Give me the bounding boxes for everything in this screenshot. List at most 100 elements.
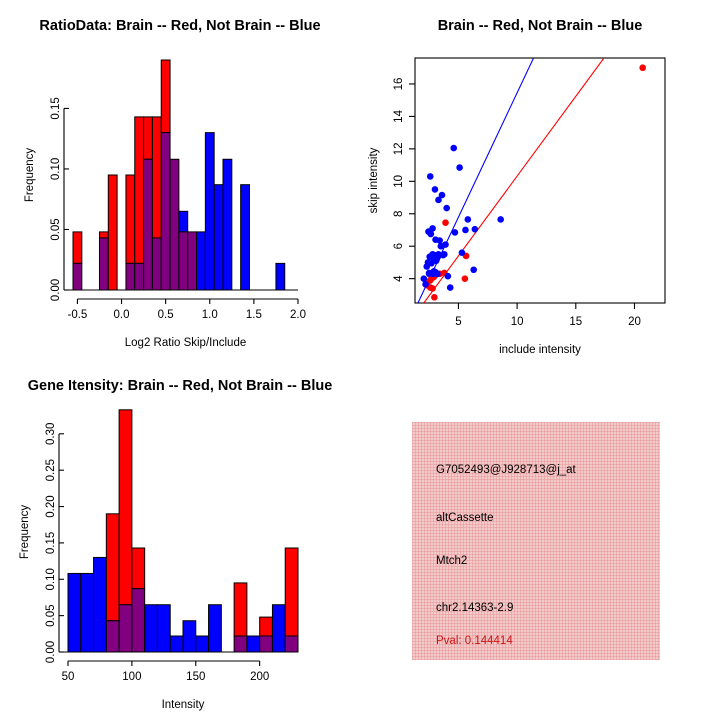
y-tick-label: 4 bbox=[393, 275, 405, 282]
x-axis-label: Log2 Ratio Skip/Include bbox=[125, 337, 246, 349]
histogram-bar bbox=[105, 513, 120, 622]
histogram-bar bbox=[178, 210, 189, 233]
y-tick-label: 6 bbox=[393, 243, 405, 249]
x-tick-label: 5 bbox=[455, 316, 461, 328]
y-tick-label: 10 bbox=[393, 175, 405, 188]
info-locus: chr2.14363-2.9 bbox=[436, 602, 514, 614]
x-tick-label: 1.5 bbox=[246, 309, 262, 321]
x-tick-label: 200 bbox=[250, 671, 269, 683]
histogram-bar-overlap bbox=[131, 588, 146, 653]
scatter-point bbox=[427, 230, 435, 238]
plot-box bbox=[414, 57, 666, 304]
scatter-point bbox=[420, 275, 428, 282]
scatter-point bbox=[446, 284, 454, 291]
histogram-bar bbox=[204, 132, 215, 291]
histogram-bar-overlap bbox=[160, 132, 171, 291]
histogram-bar bbox=[67, 572, 82, 653]
y-axis-label: Frequency bbox=[24, 148, 36, 203]
scatter-point bbox=[461, 275, 469, 282]
scatter-point bbox=[434, 270, 441, 278]
panel-ratio-histogram: RatioData: Brain -- Red, Not Brain -- Bl… bbox=[0, 0, 360, 360]
axes: 0.00 0.05 0.10 0.15 0.20 0.25 0.30 50 100 150 200 bbox=[45, 423, 298, 683]
histogram-bar-overlap bbox=[178, 231, 189, 291]
scatter-point bbox=[426, 173, 434, 180]
y-tick-label: 0.00 bbox=[50, 279, 62, 301]
histogram-bar-overlap bbox=[98, 237, 109, 291]
x-tick-label: 0.5 bbox=[158, 309, 174, 321]
scatter-point bbox=[451, 229, 459, 236]
scatter-point bbox=[441, 251, 448, 258]
y-axis-label: skip intensity bbox=[368, 147, 380, 213]
y-tick-label: 16 bbox=[393, 78, 405, 91]
histogram-bar-overlap bbox=[125, 262, 136, 291]
scatter-panel-title: Brain -- Red, Not Brain -- Blue bbox=[437, 18, 643, 34]
scatter-point bbox=[429, 285, 436, 292]
histogram-bar-overlap bbox=[169, 158, 180, 291]
histogram-bar bbox=[143, 116, 153, 160]
histogram-bar bbox=[156, 604, 171, 653]
y-tick-label: 0.10 bbox=[50, 158, 62, 180]
histogram-bar bbox=[169, 635, 184, 653]
histogram-bar bbox=[195, 635, 210, 653]
y-tick-label: 12 bbox=[393, 142, 405, 155]
histogram-bar-overlap bbox=[143, 158, 153, 291]
y-tick-label: 0.25 bbox=[45, 459, 57, 481]
panel-intensity-scatter: Brain -- Red, Not Brain -- Blue 5 10 15 20 4… bbox=[360, 0, 720, 360]
ratio-panel-title: RatioData: Brain -- Red, Not Brain -- Bl… bbox=[39, 18, 321, 34]
panel-probe-info: G7052493@J928713@j_at altCassette Mtch2 … bbox=[360, 360, 720, 720]
histogram-bar bbox=[240, 184, 250, 291]
histogram-bar bbox=[93, 556, 107, 653]
ratio-histogram-plot: 0.00 0.05 0.10 0.15 -0.5 0.0 0.5 1.0 1.5 2.0 Log2 … bbox=[24, 59, 306, 349]
axes: 0.00 0.05 0.10 0.15 -0.5 0.0 0.5 1.0 1.5 2.0 bbox=[50, 97, 306, 321]
histogram-bar bbox=[233, 582, 248, 637]
histogram-bar-overlap bbox=[72, 262, 83, 291]
scatter-point bbox=[436, 237, 443, 244]
scatter-point bbox=[435, 196, 442, 204]
scatter-point bbox=[639, 64, 646, 72]
info-gene-symbol: Mtch2 bbox=[436, 555, 468, 567]
histogram-bar bbox=[80, 572, 95, 653]
histogram-bar-overlap bbox=[259, 635, 273, 653]
x-tick-label: 15 bbox=[569, 316, 582, 328]
y-tick-label: 0.10 bbox=[45, 568, 57, 590]
histogram-bar bbox=[131, 547, 146, 590]
scatter-point bbox=[497, 216, 504, 223]
info-probe-id: G7052493@J928713@j_at bbox=[436, 464, 576, 476]
histogram-bar bbox=[182, 620, 197, 653]
histogram-bar bbox=[208, 604, 222, 653]
histogram-bar bbox=[213, 184, 224, 291]
histogram-bar bbox=[134, 116, 145, 264]
histogram-bars bbox=[72, 59, 286, 291]
histogram-bar bbox=[160, 59, 171, 134]
x-tick-label: 2.0 bbox=[290, 309, 306, 321]
histogram-bar bbox=[275, 262, 286, 291]
scatter-points bbox=[420, 64, 646, 301]
histogram-bar-overlap bbox=[151, 237, 162, 291]
x-tick-label: 10 bbox=[511, 316, 524, 328]
y-tick-label: 0.30 bbox=[45, 423, 57, 445]
scatter-point bbox=[470, 266, 477, 274]
reference-lines bbox=[417, 58, 605, 303]
reference-line bbox=[423, 58, 605, 303]
scatter-point bbox=[431, 294, 438, 301]
scatter-point bbox=[450, 144, 458, 152]
info-pval: Pval: 0.144414 bbox=[436, 635, 513, 647]
x-tick-label: 1.0 bbox=[202, 309, 218, 321]
scatter-point bbox=[442, 241, 449, 248]
x-tick-label: 50 bbox=[62, 671, 75, 683]
scatter-point bbox=[443, 204, 450, 212]
y-tick-label: 14 bbox=[393, 109, 405, 122]
histogram-bar bbox=[259, 616, 273, 637]
histogram-bar bbox=[284, 547, 299, 637]
x-axis-label: include intensity bbox=[499, 344, 581, 356]
histogram-bars bbox=[67, 409, 299, 653]
scatter-point bbox=[471, 225, 479, 233]
histogram-bar-overlap bbox=[105, 620, 120, 653]
y-tick-label: 0.15 bbox=[50, 97, 62, 119]
y-tick-label: 8 bbox=[393, 211, 405, 217]
histogram-bar bbox=[144, 604, 158, 653]
y-tick-label: 0.00 bbox=[45, 641, 57, 663]
y-tick-label: 0.05 bbox=[45, 604, 57, 626]
scatter-point bbox=[438, 191, 446, 199]
scatter-point bbox=[456, 164, 463, 171]
